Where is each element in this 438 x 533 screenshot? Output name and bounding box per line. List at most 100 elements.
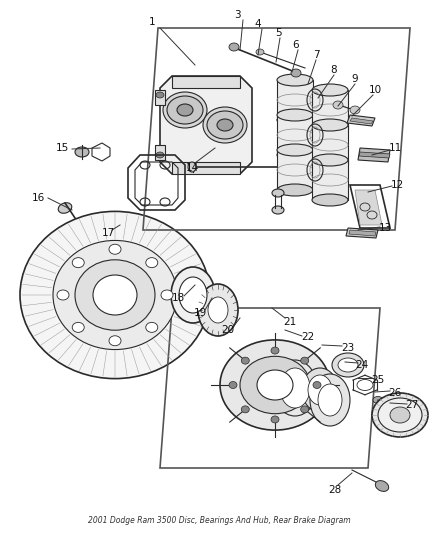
Text: 20: 20: [222, 325, 235, 335]
Ellipse shape: [312, 119, 348, 131]
Ellipse shape: [203, 107, 247, 143]
Text: 2001 Dodge Ram 3500 Disc, Bearings And Hub, Rear Brake Diagram: 2001 Dodge Ram 3500 Disc, Bearings And H…: [88, 516, 350, 525]
Ellipse shape: [312, 84, 348, 96]
Ellipse shape: [291, 69, 301, 77]
Text: 16: 16: [32, 193, 45, 203]
Polygon shape: [359, 152, 390, 158]
Ellipse shape: [318, 384, 342, 416]
Ellipse shape: [272, 189, 284, 197]
Polygon shape: [312, 125, 348, 165]
Ellipse shape: [390, 407, 410, 423]
Ellipse shape: [58, 203, 72, 213]
Ellipse shape: [378, 398, 422, 432]
Ellipse shape: [333, 101, 343, 109]
Ellipse shape: [240, 356, 310, 414]
Text: 26: 26: [389, 388, 402, 398]
Ellipse shape: [72, 257, 84, 268]
Ellipse shape: [257, 370, 293, 400]
Ellipse shape: [312, 154, 348, 166]
Polygon shape: [155, 90, 165, 105]
Polygon shape: [277, 150, 313, 190]
Ellipse shape: [241, 357, 249, 364]
Ellipse shape: [312, 159, 348, 171]
Ellipse shape: [75, 147, 89, 157]
Ellipse shape: [372, 393, 428, 437]
Ellipse shape: [188, 162, 196, 172]
Text: 25: 25: [371, 375, 385, 385]
Text: 23: 23: [341, 343, 355, 353]
Ellipse shape: [229, 43, 239, 51]
Ellipse shape: [272, 206, 284, 214]
Ellipse shape: [198, 284, 238, 336]
Ellipse shape: [277, 114, 313, 126]
Ellipse shape: [375, 481, 389, 491]
Ellipse shape: [277, 184, 313, 196]
Ellipse shape: [207, 111, 243, 139]
Text: 22: 22: [301, 332, 314, 342]
Text: 28: 28: [328, 485, 342, 495]
Text: 24: 24: [355, 360, 369, 370]
Ellipse shape: [171, 267, 215, 323]
Ellipse shape: [53, 240, 177, 350]
Polygon shape: [155, 145, 165, 160]
Ellipse shape: [146, 257, 158, 268]
Text: 21: 21: [283, 317, 297, 327]
Ellipse shape: [179, 277, 207, 313]
Polygon shape: [277, 115, 313, 155]
Text: 13: 13: [378, 223, 392, 233]
Ellipse shape: [163, 92, 207, 128]
Ellipse shape: [277, 74, 313, 86]
Ellipse shape: [229, 382, 237, 389]
Ellipse shape: [277, 109, 313, 121]
Text: 15: 15: [55, 143, 69, 153]
Ellipse shape: [256, 49, 264, 55]
Text: 19: 19: [193, 308, 207, 318]
Polygon shape: [346, 228, 378, 238]
Text: 1: 1: [148, 17, 155, 27]
Ellipse shape: [273, 360, 317, 416]
Polygon shape: [347, 115, 375, 126]
Ellipse shape: [280, 368, 310, 408]
Ellipse shape: [156, 92, 164, 98]
Ellipse shape: [357, 379, 373, 391]
Ellipse shape: [301, 406, 309, 413]
Text: 4: 4: [254, 19, 261, 29]
Text: 7: 7: [313, 50, 319, 60]
Ellipse shape: [350, 106, 360, 114]
Text: 18: 18: [171, 293, 185, 303]
Ellipse shape: [277, 144, 313, 156]
Polygon shape: [160, 76, 252, 174]
Text: 8: 8: [331, 65, 337, 75]
Ellipse shape: [302, 368, 338, 412]
Ellipse shape: [271, 347, 279, 354]
Polygon shape: [350, 118, 373, 124]
Ellipse shape: [161, 290, 173, 300]
Ellipse shape: [310, 374, 350, 426]
Polygon shape: [172, 162, 240, 174]
Ellipse shape: [301, 357, 309, 364]
Text: 11: 11: [389, 143, 402, 153]
Ellipse shape: [208, 297, 228, 323]
Text: 17: 17: [101, 228, 115, 238]
Text: 27: 27: [406, 400, 419, 410]
Text: 14: 14: [185, 163, 198, 173]
Ellipse shape: [373, 397, 383, 403]
Ellipse shape: [277, 149, 313, 161]
Polygon shape: [355, 190, 382, 225]
Ellipse shape: [167, 96, 203, 124]
Ellipse shape: [156, 152, 164, 158]
Ellipse shape: [308, 375, 332, 405]
Ellipse shape: [241, 406, 249, 413]
Polygon shape: [277, 80, 313, 120]
Ellipse shape: [177, 104, 193, 116]
Ellipse shape: [20, 212, 210, 378]
Polygon shape: [358, 148, 390, 162]
Polygon shape: [172, 76, 240, 88]
Ellipse shape: [57, 290, 69, 300]
Polygon shape: [349, 230, 376, 236]
Ellipse shape: [217, 119, 233, 131]
Ellipse shape: [109, 336, 121, 346]
Polygon shape: [312, 90, 348, 130]
Ellipse shape: [312, 124, 348, 136]
Text: 6: 6: [293, 40, 299, 50]
